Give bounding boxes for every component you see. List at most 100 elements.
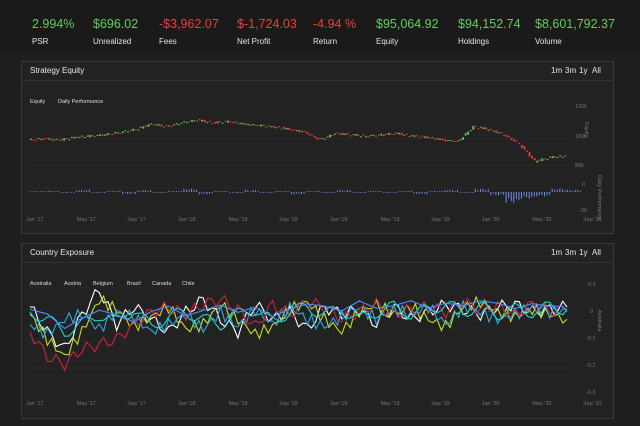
stat-psr: 2.994% PSR	[32, 17, 74, 46]
equity-candle	[497, 132, 500, 134]
perf-ytick-minus20: -20	[579, 208, 587, 214]
daily-performance-bar	[150, 190, 152, 192]
legend-chile[interactable]: Chile	[182, 281, 195, 287]
equity-candle	[68, 139, 71, 141]
stat-net-profit-value: $-1,724.03	[237, 17, 297, 31]
equity-candle	[385, 133, 388, 135]
equity-range-1m[interactable]: 1m	[551, 66, 563, 75]
perf-ytick-0: 0	[582, 182, 586, 188]
country-range-1y[interactable]: 1y	[579, 248, 588, 257]
daily-performance-bar	[495, 192, 497, 195]
legend-brazil[interactable]: Brazil	[127, 281, 141, 287]
daily-performance-bar	[60, 192, 62, 193]
series-line-brazil	[29, 294, 568, 372]
equity-candle	[150, 123, 152, 125]
equity-candle	[295, 130, 298, 132]
country-range-all[interactable]: All	[592, 248, 601, 257]
equity-xtick: Sep '19	[431, 217, 450, 223]
equity-candle	[495, 130, 498, 134]
daily-performance-bar	[352, 192, 354, 193]
equity-candle	[173, 124, 175, 126]
daily-performance-bar	[564, 190, 566, 192]
country-range-3m[interactable]: 3m	[565, 248, 577, 257]
daily-performance-bar	[93, 192, 95, 193]
stat-unrealized: $696.02 Unrealized	[93, 17, 138, 46]
equity-candle	[101, 134, 104, 136]
daily-performance-bar	[515, 192, 517, 199]
daily-performance-bar	[364, 192, 366, 194]
equity-candle	[226, 120, 229, 123]
daily-performance-bar	[242, 192, 244, 193]
legend-australia[interactable]: Australia	[30, 281, 52, 287]
equity-candle	[214, 121, 216, 124]
equity-candle	[275, 127, 278, 129]
daily-performance-bar	[88, 189, 90, 192]
equity-candle	[83, 137, 86, 139]
daily-performance-bar	[293, 192, 295, 195]
daily-performance-bar	[490, 192, 492, 196]
daily-performance-bar	[30, 191, 31, 192]
daily-performance-bar	[454, 190, 456, 192]
equity-candle	[252, 124, 255, 126]
equity-candle	[364, 136, 367, 138]
country-range-1m[interactable]: 1m	[551, 248, 563, 257]
daily-performance-bar	[209, 192, 210, 194]
equity-candle	[428, 137, 431, 139]
legend-austria[interactable]: Austria	[64, 281, 82, 287]
daily-performance-bar	[116, 191, 118, 192]
daily-performance-bar	[449, 189, 451, 192]
equity-candle	[503, 134, 505, 136]
stat-net-profit: $-1,724.03 Net Profit	[237, 17, 297, 46]
equity-candle	[257, 125, 260, 127]
equity-candle	[88, 134, 91, 138]
daily-performance-bar	[275, 191, 277, 192]
daily-performance-bar	[214, 190, 216, 192]
legend-canada[interactable]: Canada	[152, 281, 172, 287]
daily-performance-bar	[278, 190, 280, 192]
equity-candle	[462, 137, 464, 140]
daily-performance-bar	[533, 192, 535, 197]
daily-performance-bar	[451, 190, 453, 192]
daily-performance-bar	[480, 188, 482, 192]
equity-range-3m[interactable]: 3m	[565, 66, 577, 75]
equity-candle	[157, 124, 160, 126]
daily-performance-bar	[400, 191, 402, 192]
equity-range-all[interactable]: All	[592, 66, 601, 75]
legend-belgium[interactable]: Belgium	[93, 281, 113, 287]
legend-daily-performance[interactable]: Daily Performance	[58, 99, 104, 105]
country-xtick: May '20	[532, 401, 552, 407]
daily-performance-bar	[331, 192, 333, 194]
daily-performance-bar	[165, 192, 167, 193]
daily-performance-bar	[503, 192, 505, 195]
daily-performance-bar	[393, 192, 395, 193]
daily-performance-bar	[267, 192, 269, 193]
equity-candle	[313, 135, 316, 138]
equity-candle	[474, 125, 477, 127]
daily-performance-bar	[270, 192, 272, 194]
equity-candle	[431, 137, 434, 139]
legend-equity[interactable]: Equity	[30, 99, 46, 105]
equity-candle	[393, 134, 395, 136]
equity-candle	[500, 131, 503, 134]
equity-candle	[196, 120, 199, 122]
equity-range-1y[interactable]: 1y	[579, 66, 588, 75]
country-exposure-chart	[29, 286, 570, 396]
daily-performance-bar	[370, 190, 372, 192]
equity-candle	[472, 125, 475, 130]
equity-candle	[446, 140, 449, 142]
equity-candle	[229, 121, 232, 123]
daily-performance-bar	[518, 192, 520, 201]
series-line-canada	[29, 300, 568, 337]
daily-performance-bar	[191, 188, 193, 192]
equity-candle	[124, 130, 127, 132]
equity-candle	[70, 137, 73, 139]
daily-performance-bar	[411, 190, 413, 192]
daily-performance-bar	[224, 191, 226, 192]
equity-candle	[104, 134, 106, 136]
daily-performance-bar	[73, 192, 75, 194]
equity-candle	[165, 125, 168, 127]
equity-candle	[564, 155, 567, 157]
daily-performance-bar	[280, 191, 282, 192]
daily-performance-bar	[247, 190, 249, 192]
equity-candle	[188, 121, 191, 123]
